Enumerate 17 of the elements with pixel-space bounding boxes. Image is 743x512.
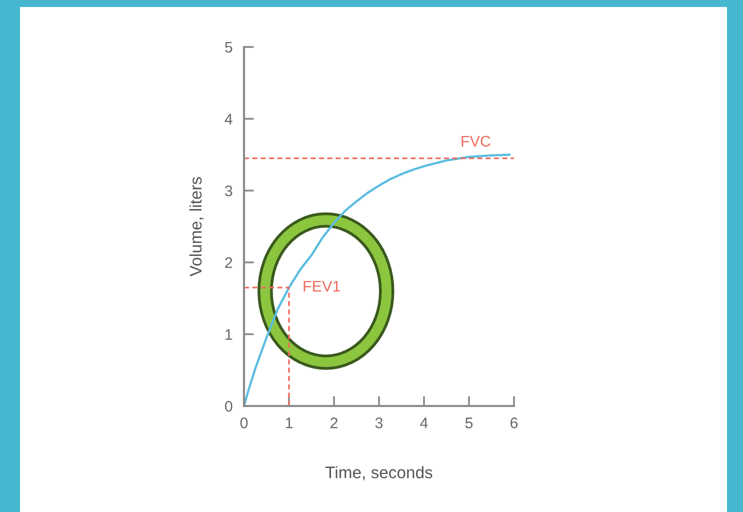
x-tick-label: 2 (330, 418, 338, 428)
y-axis-title: Volume, liters (189, 177, 204, 276)
y-tick-label: 5 (225, 42, 232, 53)
x-tick-label: 3 (375, 418, 383, 428)
x-tick-label: 0 (240, 418, 248, 428)
y-tick-label: 1 (226, 329, 232, 340)
x-tick-label: 5 (465, 418, 473, 428)
x-tick-label: 4 (420, 418, 428, 428)
y-tick-label: 2 (225, 257, 232, 268)
x-tick-label: 6 (510, 418, 518, 428)
x-tick-label: 1 (286, 418, 293, 428)
ref-line-label: FVC (462, 136, 490, 147)
x-axis-title: Time, seconds (326, 466, 432, 480)
y-tick-label: 0 (224, 400, 232, 412)
y-tick-label: 3 (224, 185, 232, 196)
annotation: FEV1 (304, 280, 340, 292)
y-tick-label: 4 (224, 114, 232, 124)
